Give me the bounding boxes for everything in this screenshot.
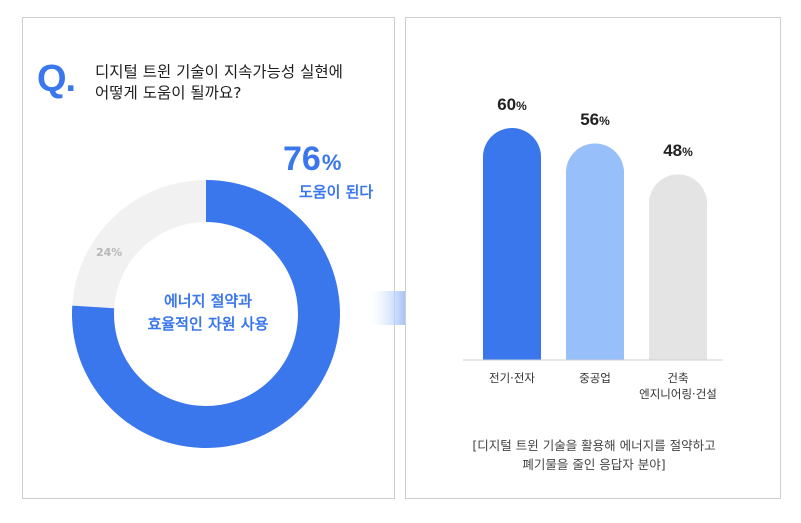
bar-label-heavy-industry: 중공업 (579, 371, 611, 385)
donut-slice-helpful (71, 180, 340, 448)
bar-label-electronics: 전기·전자 (489, 371, 535, 385)
footnote-line-1: [디지털 트윈 기술을 활용해 에너지를 절약하고 (472, 438, 716, 453)
question-text: 디지털 트윈 기술이 지속가능성 실현에 어떻게 도움이 될까요? (95, 62, 385, 104)
donut-center-line-1: 에너지 절약과 (163, 292, 253, 310)
helpful-percentage-value: 76 (283, 140, 321, 178)
bar-electronics (483, 128, 541, 360)
donut-slice-rest (72, 180, 206, 309)
bar-heavy-industry (566, 143, 624, 360)
question-line-2: 어떻게 도움이 될까요? (95, 84, 242, 102)
helpful-percentage: 76% (283, 142, 341, 176)
footnote-line-2: 폐기물을 줄인 응답자 분야] (522, 457, 666, 472)
bar-construction (649, 174, 707, 360)
donut-center-text: 에너지 절약과 효율적인 자원 사용 (118, 290, 298, 336)
helpful-percentage-unit: % (321, 150, 342, 175)
bar-label-construction: 건축 엔지니어링·건설 (639, 371, 717, 401)
bar-value-heavy-industry: 56% (580, 110, 610, 130)
donut-chart (71, 180, 340, 448)
question-mark: Q. (37, 58, 76, 100)
helpful-caption: 도움이 된다 (299, 183, 374, 201)
bar-chart (463, 128, 723, 361)
rest-percentage: 24% (96, 246, 123, 259)
bar-value-construction: 48% (663, 141, 693, 161)
bar-value-electronics: 60% (497, 95, 527, 114)
industry-results-panel: 60% 56% 48% 전기·전자 중공업 건축 엔지니어링·건설 [디지털 트윈… (405, 17, 781, 499)
chart-footnote: [디지털 트윈 기술을 활용해 에너지를 절약하고 폐기물을 줄인 응답자 분야… (426, 436, 762, 474)
donut-center-line-2: 효율적인 자원 사용 (147, 315, 269, 333)
survey-question-panel: Q. 디지털 트윈 기술이 지속가능성 실현에 어떻게 도움이 될까요? 76%… (22, 17, 395, 499)
question-line-1: 디지털 트윈 기술이 지속가능성 실현에 (95, 63, 343, 81)
